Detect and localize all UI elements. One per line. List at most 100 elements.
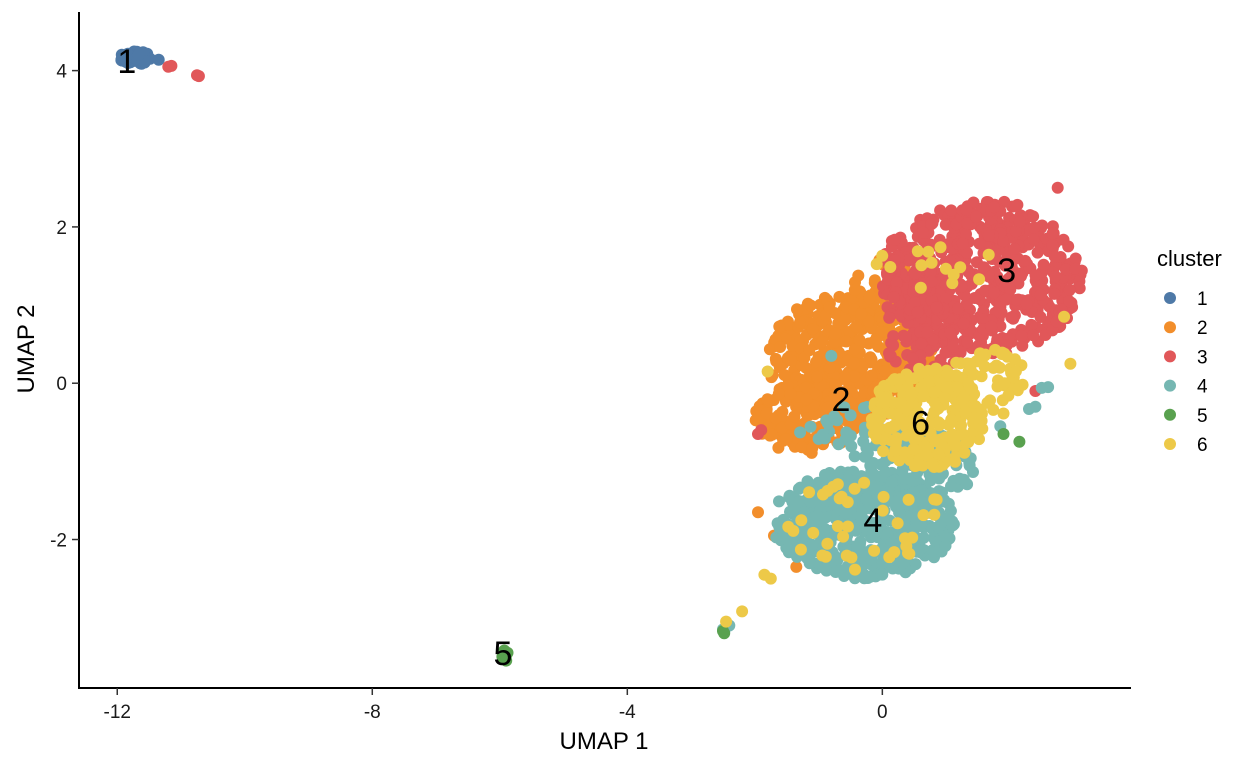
data-point	[982, 229, 995, 242]
data-point	[771, 517, 784, 530]
data-point	[1063, 283, 1076, 296]
data-point	[954, 420, 967, 433]
data-point	[884, 261, 897, 273]
data-point	[1029, 269, 1042, 282]
data-point	[862, 315, 875, 328]
data-point	[152, 53, 165, 66]
data-point	[921, 326, 933, 339]
data-point	[998, 195, 1011, 208]
data-point	[840, 507, 852, 520]
data-point	[925, 275, 938, 288]
data-point	[1004, 283, 1017, 296]
data-point	[1027, 210, 1040, 223]
x-tick-label: -12	[104, 702, 131, 723]
data-point	[795, 514, 808, 527]
data-point	[939, 292, 952, 305]
x-tick-label: -8	[364, 702, 381, 723]
data-point	[961, 336, 974, 349]
data-point	[876, 249, 889, 262]
data-point	[803, 486, 816, 499]
data-point	[960, 228, 972, 241]
data-point	[944, 504, 957, 517]
data-point	[1034, 311, 1047, 323]
data-point	[1058, 310, 1071, 323]
data-point	[959, 406, 972, 419]
data-point	[982, 248, 995, 261]
data-point	[934, 418, 947, 431]
data-point	[849, 418, 862, 431]
data-point	[888, 233, 901, 246]
data-point	[900, 540, 913, 553]
data-point	[1002, 389, 1015, 402]
data-point	[819, 550, 832, 563]
data-point	[857, 435, 870, 448]
data-point	[906, 352, 919, 365]
data-point	[883, 551, 896, 564]
axes-layer: -12 -8 -4 0 4 2 0 -2	[50, 12, 1131, 723]
data-point	[913, 416, 926, 429]
data-point	[917, 509, 930, 522]
data-point	[1013, 215, 1026, 228]
data-point	[908, 522, 921, 535]
data-point	[823, 361, 836, 374]
data-point	[752, 414, 764, 427]
data-point	[1034, 288, 1047, 301]
data-point	[961, 217, 974, 230]
data-point	[1008, 243, 1021, 255]
data-point	[930, 301, 943, 314]
data-point	[893, 373, 906, 386]
series-cluster-6	[720, 241, 1077, 628]
data-point	[833, 290, 846, 303]
data-point	[783, 489, 796, 502]
data-point	[877, 445, 890, 458]
legend-label: 5	[1197, 406, 1208, 427]
data-point	[1051, 181, 1064, 194]
series-cluster-4	[717, 349, 1055, 638]
data-point	[1009, 200, 1022, 213]
data-point	[1009, 225, 1022, 238]
data-point	[962, 436, 975, 449]
data-point	[848, 343, 861, 356]
data-point	[973, 237, 986, 250]
data-point	[720, 615, 733, 628]
data-point	[956, 237, 969, 250]
data-point	[917, 390, 930, 403]
data-point	[912, 545, 925, 558]
data-point	[871, 522, 883, 535]
data-point	[849, 563, 861, 576]
data-point	[914, 367, 927, 380]
data-point	[1009, 365, 1022, 378]
data-point	[1057, 233, 1070, 246]
data-point	[821, 401, 834, 414]
cluster-label: 6	[911, 404, 930, 442]
data-point	[894, 308, 907, 321]
data-point	[781, 542, 794, 555]
legend-label: 1	[1197, 289, 1208, 310]
data-point	[977, 261, 990, 274]
data-point	[939, 392, 951, 405]
data-point	[828, 389, 841, 402]
data-point	[1064, 357, 1077, 370]
data-point	[981, 396, 994, 409]
data-point	[915, 337, 928, 350]
data-point	[925, 218, 938, 231]
data-point	[930, 493, 943, 506]
data-point	[985, 320, 998, 333]
data-point	[998, 377, 1011, 390]
points-layer	[115, 45, 1088, 667]
data-point	[1015, 270, 1027, 283]
legend-key	[1164, 379, 1176, 392]
data-point	[957, 317, 970, 330]
data-point	[902, 493, 915, 506]
data-point	[844, 429, 857, 442]
data-point	[736, 605, 749, 618]
data-point	[961, 246, 973, 259]
data-point	[810, 356, 822, 369]
data-point	[1028, 221, 1041, 234]
x-tick-label: 0	[877, 702, 888, 723]
data-point	[816, 335, 829, 348]
data-point	[811, 370, 823, 383]
data-point	[978, 360, 991, 373]
data-point	[841, 520, 854, 533]
data-point	[949, 455, 962, 468]
